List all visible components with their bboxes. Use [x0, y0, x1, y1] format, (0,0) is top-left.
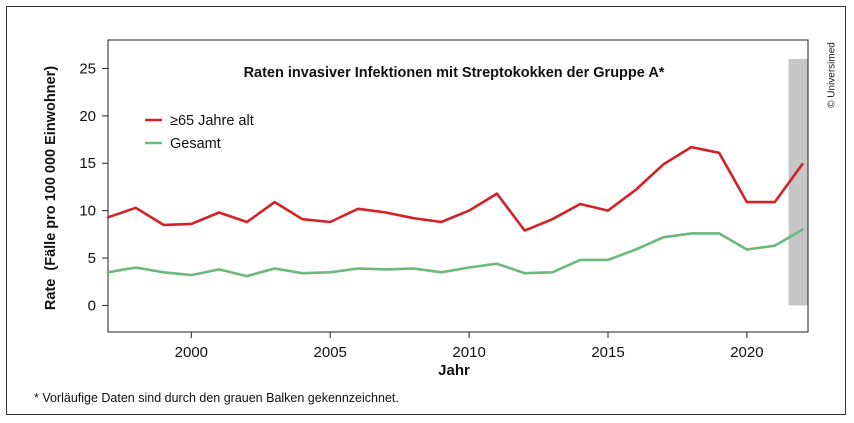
x-tick-label: 2000: [175, 344, 208, 361]
legend-item-total-label: Gesamt: [170, 136, 221, 152]
y-tick-label: 0: [88, 297, 96, 314]
chart-title: Raten invasiver Infektionen mit Streptok…: [244, 65, 665, 81]
footnote: * Vorläufige Daten sind durch den grauen…: [34, 391, 399, 405]
x-tick-label: 2010: [452, 344, 485, 361]
y-tick-label: 25: [79, 60, 96, 77]
y-tick-label: 10: [79, 203, 96, 220]
x-axis-label: Jahr: [438, 362, 470, 379]
x-tick-label: 2005: [314, 344, 347, 361]
series-65-plus-line: [106, 145, 804, 232]
series-total-line: [106, 228, 804, 278]
y-tick-label: 20: [79, 108, 96, 125]
provisional-data-band: [788, 58, 808, 306]
y-axis-label: Rate (Fälle pro 100 000 Einwohner): [43, 66, 59, 310]
y-tick-label: 5: [88, 250, 96, 267]
plot-area: [107, 39, 809, 333]
y-tick-label: 15: [79, 155, 96, 172]
copyright-notice: © Universimed: [822, 30, 842, 120]
chart-frame: [6, 6, 846, 415]
x-tick-label: 2020: [730, 344, 763, 361]
x-tick-label: 2015: [591, 344, 624, 361]
copyright-text: © Universimed: [826, 42, 838, 108]
legend-item-65-plus-label: ≥65 Jahre alt: [170, 113, 254, 129]
legend: ≥65 Jahre alt Gesamt: [145, 113, 254, 152]
